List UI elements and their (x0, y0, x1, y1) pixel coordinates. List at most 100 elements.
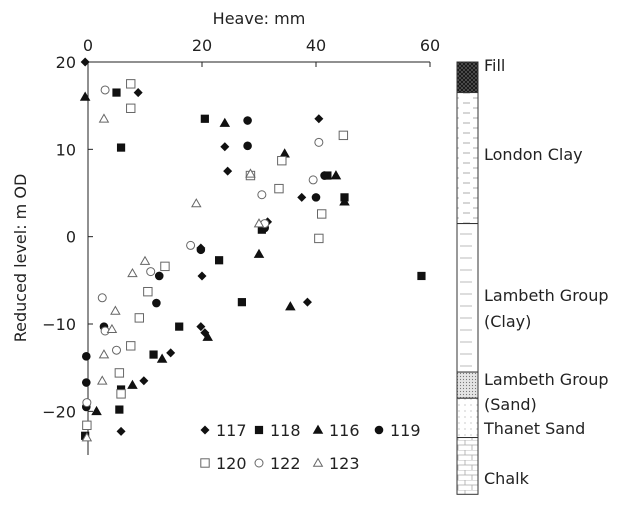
data-point-117 (220, 142, 230, 152)
data-point-123 (245, 168, 256, 178)
data-point-116 (279, 148, 290, 158)
plot-frame (87, 61, 430, 455)
legend-label-117: 117 (216, 421, 247, 440)
y-tick-label: 0 (66, 228, 76, 247)
data-point-123 (96, 375, 108, 385)
legend-label-122: 122 (270, 454, 301, 473)
series-116 (79, 91, 350, 416)
data-point-119 (243, 141, 252, 151)
legend-label-118: 118 (270, 421, 301, 440)
legend-item-123: 123 (312, 454, 360, 473)
data-point-118 (115, 405, 124, 414)
x-axis-label: Heave: mm (213, 9, 306, 28)
data-point-120 (277, 155, 287, 166)
legend-label-119: 119 (390, 421, 421, 440)
data-point-116 (156, 353, 168, 363)
y-axis: 20 10 0 −10 −20 (42, 53, 93, 421)
legend-marker-119 (374, 425, 384, 435)
x-axis: 0 20 40 60 (83, 36, 440, 67)
data-point-120 (338, 130, 349, 141)
data-point-118 (175, 322, 184, 331)
data-point-119 (81, 378, 91, 387)
data-points (79, 57, 426, 442)
legend-item-122: 122 (254, 454, 301, 473)
data-point-122 (100, 85, 110, 95)
y-axis-label: Reduced level: m OD (11, 174, 30, 343)
stratum-label: Chalk (484, 469, 530, 488)
legend-item-120: 120 (200, 454, 247, 473)
data-point-123 (191, 198, 202, 208)
data-point-118 (417, 271, 426, 281)
data-point-120 (314, 233, 324, 244)
data-point-120 (126, 79, 136, 89)
data-point-120 (116, 389, 126, 399)
stratum-block (456, 437, 479, 495)
data-point-116 (219, 117, 231, 127)
data-point-117 (133, 88, 143, 98)
data-point-120 (114, 368, 125, 378)
stratum-label: Thanet Sand (483, 419, 585, 438)
strata-column: Fill London Clay Lambeth Group (Clay) Lambet… (456, 56, 609, 495)
stratum-block (456, 223, 479, 373)
y-tick-label: −10 (42, 315, 76, 334)
stratum-label: London Clay (484, 145, 583, 164)
legend-marker-117 (200, 425, 210, 435)
legend-marker-118 (254, 425, 264, 435)
data-point-120 (160, 261, 170, 272)
series-123 (81, 113, 265, 442)
data-point-120 (274, 183, 284, 194)
x-tick-label: 40 (306, 36, 326, 55)
legend-item-119: 119 (374, 421, 421, 440)
data-point-119 (196, 245, 206, 255)
data-point-123 (139, 255, 151, 265)
data-point-117 (80, 57, 90, 67)
data-point-120 (317, 209, 327, 219)
data-point-122 (82, 398, 92, 408)
legend-item-118: 118 (254, 421, 301, 440)
data-point-118 (200, 114, 209, 123)
data-point-116 (330, 170, 342, 180)
data-point-122 (112, 345, 121, 355)
data-point-120 (134, 313, 145, 323)
data-point-123 (127, 267, 138, 278)
data-point-117 (314, 114, 324, 124)
legend-marker-116 (312, 424, 324, 434)
legend-marker-122 (254, 458, 264, 468)
data-point-123 (98, 113, 110, 123)
data-point-119 (152, 298, 161, 308)
data-point-118 (149, 350, 158, 359)
x-tick-label: 0 (83, 36, 93, 55)
data-point-117 (297, 192, 307, 202)
legend-marker-123 (312, 457, 324, 467)
data-point-122 (146, 267, 156, 277)
data-point-118 (215, 256, 224, 265)
stratum-label: Lambeth Group (Sand) (484, 370, 609, 414)
stratum-block (456, 61, 479, 94)
data-point-119 (311, 193, 321, 202)
y-tick-label: −20 (42, 402, 76, 421)
data-point-116 (127, 379, 138, 389)
stratum-label: Fill (484, 56, 505, 75)
data-point-120 (82, 420, 92, 431)
series-120 (82, 79, 349, 431)
data-point-119 (154, 271, 164, 281)
data-point-123 (106, 323, 118, 334)
data-point-122 (314, 137, 324, 147)
data-point-117 (223, 166, 233, 176)
data-point-117 (197, 271, 207, 281)
data-point-122 (97, 293, 107, 303)
data-point-116 (91, 405, 102, 416)
stratum-block (456, 371, 479, 399)
series-117 (80, 57, 324, 436)
legend-label-120: 120 (216, 454, 247, 473)
y-tick-label: 20 (56, 53, 76, 72)
data-point-123 (253, 218, 265, 228)
data-point-119 (320, 171, 329, 180)
data-point-120 (143, 286, 153, 297)
data-point-122 (186, 240, 196, 250)
data-point-122 (257, 190, 267, 200)
data-point-118 (116, 143, 126, 152)
data-point-117 (116, 426, 126, 436)
data-point-123 (110, 305, 121, 315)
